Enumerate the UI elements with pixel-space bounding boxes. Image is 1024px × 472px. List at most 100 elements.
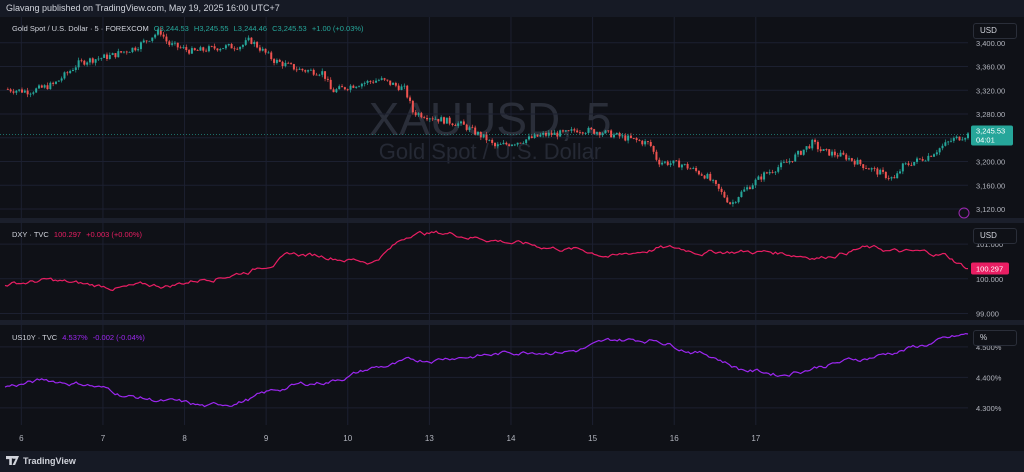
- candle-body: [746, 187, 749, 190]
- candle-body: [406, 85, 409, 98]
- gold-unit-button[interactable]: USD: [973, 23, 1017, 39]
- candle-body: [760, 176, 763, 180]
- candle-body: [615, 132, 618, 135]
- candle-body: [213, 46, 216, 49]
- candle-body: [510, 144, 513, 146]
- candle-body: [403, 85, 406, 87]
- candle-body: [519, 142, 522, 144]
- candle-body: [355, 86, 358, 88]
- candle-body: [369, 80, 372, 82]
- candle-body: [644, 141, 647, 145]
- candle-body: [324, 71, 327, 79]
- candle-body: [349, 85, 352, 90]
- us10y-unit-button[interactable]: %: [973, 330, 1017, 346]
- candle-body: [20, 89, 23, 93]
- gold-low: L3,244.46: [233, 24, 268, 33]
- candle-body: [287, 62, 290, 64]
- candle-body: [278, 59, 281, 62]
- y-tick-label-0-6: 3,160.00: [976, 181, 1005, 190]
- candle-body: [156, 29, 159, 35]
- candle-body: [423, 117, 426, 119]
- candle-body: [346, 89, 349, 91]
- candle-body: [921, 159, 924, 161]
- candle-body: [270, 52, 273, 60]
- candle-body: [471, 127, 474, 129]
- candle-body: [522, 142, 525, 144]
- candle-body: [655, 151, 658, 160]
- candle-body: [307, 70, 310, 72]
- bottom-bar: [0, 451, 1024, 472]
- dxy-last-badge: [971, 262, 1009, 275]
- dxy-value: 100.297: [53, 230, 82, 239]
- y-tick-label-0-5: 3,200.00: [976, 158, 1005, 167]
- candle-body: [40, 85, 43, 88]
- candle-body: [734, 202, 737, 203]
- candle-body: [253, 42, 256, 44]
- y-tick-label-1-1: 100.000: [976, 275, 1003, 284]
- candle-body: [281, 61, 284, 67]
- candle-body: [927, 155, 930, 161]
- candle-body: [493, 142, 496, 147]
- candle-body: [241, 44, 244, 47]
- candle-body: [454, 125, 457, 126]
- candle-body: [105, 54, 108, 59]
- candle-body: [284, 62, 287, 67]
- candle-body: [666, 161, 669, 165]
- candle-body: [542, 133, 545, 135]
- candle-body: [15, 90, 18, 93]
- candle-body: [230, 43, 233, 49]
- candle-body: [227, 43, 230, 46]
- candle-body: [539, 134, 542, 137]
- candle-body: [117, 51, 120, 58]
- candle-body: [661, 162, 664, 165]
- candle-body: [207, 46, 210, 52]
- candle-body: [754, 179, 757, 186]
- candle-body: [882, 169, 885, 172]
- tradingview-logo-icon: [6, 456, 19, 465]
- candle-body: [256, 42, 259, 48]
- dxy-legend[interactable]: DXY · TVC 100.297 +0.003 (+0.00%): [12, 230, 145, 239]
- candle-body: [887, 177, 890, 179]
- candle-body: [261, 48, 264, 51]
- x-tick-label-3: 9: [264, 434, 269, 443]
- candle-body: [814, 139, 817, 142]
- candle-body: [629, 135, 632, 138]
- candle-body: [54, 81, 57, 84]
- candle-body: [938, 148, 941, 153]
- candle-body: [338, 86, 341, 90]
- candle-body: [295, 69, 298, 71]
- candle-body: [352, 85, 355, 88]
- candle-body: [726, 197, 729, 203]
- candle-body: [159, 29, 162, 35]
- candle-body: [757, 176, 760, 180]
- candle-body: [669, 163, 672, 165]
- candle-body: [865, 168, 868, 169]
- watermark-name: Gold Spot / U.S. Dollar: [379, 139, 602, 164]
- candle-body: [145, 40, 148, 42]
- dxy-unit-button[interactable]: USD: [973, 228, 1017, 244]
- candle-body: [321, 71, 324, 75]
- candle-body: [901, 163, 904, 172]
- candle-body: [315, 74, 318, 76]
- us10y-legend[interactable]: US10Y · TVC 4.537% -0.002 (-0.04%): [12, 333, 148, 342]
- candle-body: [196, 50, 199, 51]
- candle-body: [496, 144, 499, 147]
- candle-body: [448, 117, 451, 124]
- candle-body: [947, 141, 950, 143]
- candle-body: [731, 202, 734, 204]
- gold-open: O3,244.53: [153, 24, 189, 33]
- candle-body: [233, 48, 236, 50]
- candle-body: [899, 171, 902, 174]
- candle-body: [6, 89, 9, 90]
- candle-body: [440, 117, 443, 122]
- candle-body: [598, 132, 601, 136]
- candle-body: [808, 146, 811, 149]
- candle-body: [918, 158, 921, 160]
- candle-body: [154, 34, 157, 38]
- gold-legend[interactable]: Gold Spot / U.S. Dollar · 5 · FOREXCOM O…: [12, 24, 367, 33]
- x-tick-label-5: 13: [425, 434, 434, 443]
- tradingview-logo[interactable]: TradingView: [6, 456, 76, 466]
- candle-body: [71, 69, 74, 71]
- candle-body: [567, 130, 570, 132]
